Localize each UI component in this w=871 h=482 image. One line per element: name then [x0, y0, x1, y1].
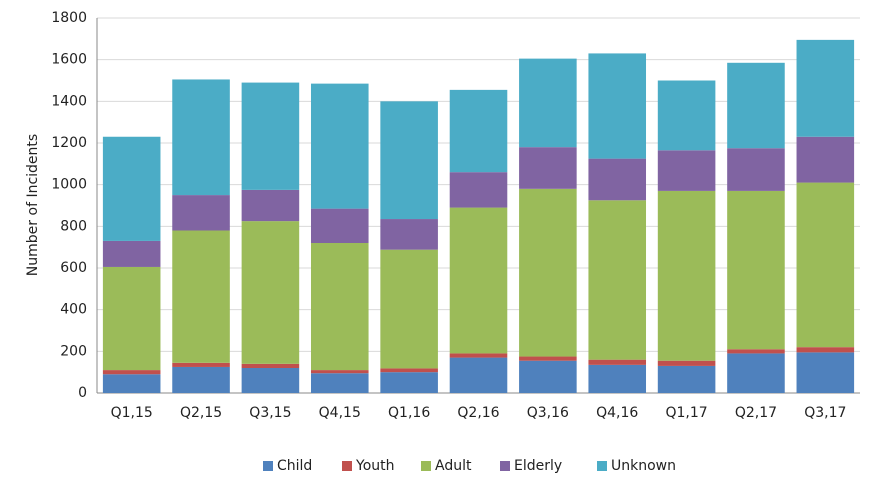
bar-segment [657, 150, 716, 191]
bar-segment [796, 352, 855, 393]
bar-segment [449, 353, 508, 358]
bar-segment [657, 190, 716, 361]
legend-swatch [421, 461, 431, 471]
bar-segment [172, 195, 230, 231]
bar-segment [310, 370, 369, 374]
bar-segment [796, 39, 855, 137]
bar-segment [449, 172, 508, 208]
bar-segment [102, 374, 161, 393]
y-tick-label: 600 [60, 260, 87, 276]
x-tick-label: Q2,15 [180, 405, 222, 421]
bar-segment [172, 366, 230, 393]
bar-segment [588, 359, 647, 365]
x-tick-label: Q1,16 [388, 405, 430, 421]
bar-segment [380, 249, 438, 369]
bar-segment [380, 368, 438, 373]
bar-segment [519, 356, 577, 361]
x-tick-label: Q3,15 [249, 405, 291, 421]
bar-segment [796, 182, 855, 348]
bar-segment [727, 349, 785, 354]
bar-segment [657, 360, 716, 366]
bar-segment [380, 372, 438, 393]
bar-segment [172, 362, 230, 367]
bar-segment [727, 353, 785, 393]
y-tick-label: 200 [60, 343, 87, 359]
y-tick-label: 1200 [51, 135, 87, 151]
bar-segment [657, 365, 716, 393]
bar-segment [310, 83, 369, 209]
bar-segment [310, 208, 369, 243]
bar-segment [102, 136, 161, 241]
legend-label: Adult [435, 458, 472, 474]
bar-segment [519, 147, 577, 189]
bar-segment [449, 207, 508, 354]
x-tick-label: Q1,17 [665, 405, 707, 421]
bar-segment [380, 101, 438, 220]
y-tick-label: 400 [60, 302, 87, 318]
bar-segment [519, 360, 577, 393]
bar-segment [727, 190, 785, 350]
legend-label: Unknown [611, 458, 676, 474]
bar-segment [519, 188, 577, 357]
y-tick-label: 1800 [51, 10, 87, 26]
bar-segment [727, 62, 785, 149]
bar-segment [310, 373, 369, 393]
legend-label: Youth [355, 458, 395, 474]
bar-segment [380, 219, 438, 250]
bar-segment [588, 53, 647, 159]
legend-label: Elderly [514, 458, 562, 474]
x-tick-label: Q2,16 [457, 405, 499, 421]
bar-segment [241, 221, 300, 364]
bar-segment [588, 200, 647, 360]
bar-segment [241, 368, 300, 393]
y-tick-label: 800 [60, 218, 87, 234]
bar-segment [657, 80, 716, 151]
bar-segment [796, 136, 855, 183]
bar-segment [449, 89, 508, 173]
x-tick-label: Q1,15 [111, 405, 153, 421]
x-tick-label: Q3,17 [804, 405, 846, 421]
bar-segment [588, 364, 647, 393]
x-tick-label: Q4,15 [319, 405, 361, 421]
legend-swatch [342, 461, 352, 471]
bar-segment [241, 82, 300, 190]
bar-segment [102, 240, 161, 267]
bar-segment [588, 158, 647, 201]
y-tick-label: 0 [78, 385, 87, 401]
y-axis-title: Number of Incidents [25, 134, 41, 276]
bar-segment [102, 370, 161, 375]
y-tick-label: 1400 [51, 93, 87, 109]
bar-segment [449, 357, 508, 393]
legend-swatch [500, 461, 510, 471]
bar-segment [310, 243, 369, 371]
bar-segment [241, 189, 300, 222]
x-tick-label: Q3,16 [527, 405, 569, 421]
x-tick-label: Q2,17 [735, 405, 777, 421]
bar-segment [241, 363, 300, 368]
bar-segment [172, 230, 230, 363]
y-tick-label: 1600 [51, 52, 87, 68]
bar-segment [519, 58, 577, 148]
bar-segment [102, 266, 161, 371]
bar-segment [172, 79, 230, 196]
bar-segment [796, 347, 855, 353]
x-tick-label: Q4,16 [596, 405, 638, 421]
legend-label: Child [277, 458, 312, 474]
legend-swatch [263, 461, 273, 471]
y-tick-label: 1000 [51, 177, 87, 193]
legend-swatch [597, 461, 607, 471]
bar-segment [727, 148, 785, 191]
